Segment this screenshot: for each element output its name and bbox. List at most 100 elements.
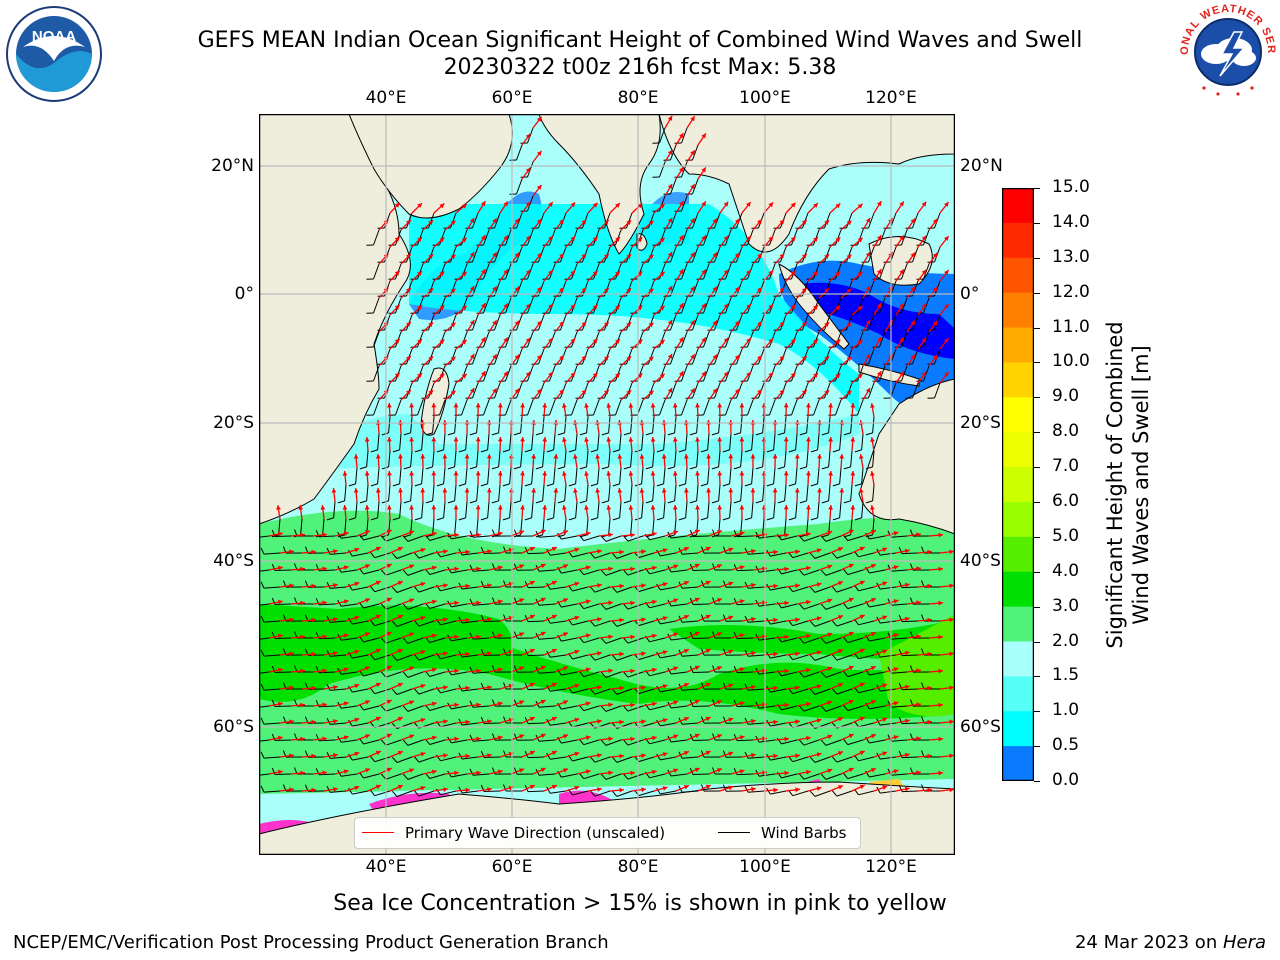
wind-barb [803, 705, 820, 712]
wave-arrowhead [465, 753, 470, 759]
wave-arrowhead [904, 786, 910, 792]
wind-barb [759, 739, 776, 743]
wave-arrowhead [540, 733, 546, 739]
wind-barb [472, 212, 479, 229]
wind-barb-feather [579, 432, 587, 436]
wave-arrowhead [431, 505, 437, 510]
wind-barb [531, 467, 534, 484]
wave-arrowhead [768, 270, 774, 276]
wave-arrowhead [899, 337, 904, 343]
wave-arrowhead [464, 454, 470, 459]
wind-barb [407, 739, 424, 746]
wind-barb [374, 756, 391, 763]
wind-barb-feather [612, 449, 620, 453]
wave-arrowhead [690, 286, 695, 292]
lon-tick-bottom-80e: 80°E [617, 857, 659, 877]
wave-arrowhead [701, 201, 706, 207]
wind-barb [462, 756, 479, 760]
lat-tick-right-60s: 60°S [960, 717, 1001, 737]
wave-arrowhead [300, 532, 305, 538]
wind-barb [847, 773, 864, 780]
wind-barb [608, 450, 611, 467]
wind-barb [748, 586, 765, 589]
wave-arrowhead [806, 769, 811, 775]
wave-arrowhead [679, 303, 684, 309]
wave-arrowhead [475, 505, 481, 510]
wave-arrowhead [397, 784, 403, 790]
wind-barb [597, 467, 600, 484]
wind-barb [681, 654, 699, 657]
colorbar-tick [1034, 501, 1040, 503]
wind-barb-feather [546, 449, 554, 453]
wind-barb [505, 399, 512, 416]
wave-arrowhead [409, 598, 415, 603]
wind-barb-feather [579, 670, 585, 678]
wave-arrowhead [673, 700, 679, 705]
wind-barb [652, 450, 655, 467]
wave-arrowhead [790, 338, 796, 344]
wind-barb [627, 773, 644, 780]
wind-barb [443, 501, 446, 518]
wind-barb [616, 756, 633, 763]
wave-arrowhead [439, 373, 445, 379]
wind-barb-feather [391, 552, 398, 559]
colorbar-segment [1002, 606, 1034, 642]
wave-arrowhead [298, 505, 304, 510]
wind-barb [770, 688, 787, 693]
wind-barb-feather [546, 582, 551, 590]
wind-barb-feather [380, 569, 387, 576]
wind-barb [670, 178, 677, 195]
wave-arrowhead [417, 271, 422, 276]
wind-barb [385, 739, 402, 746]
wind-barb [880, 654, 897, 658]
wave-arrowhead [662, 786, 668, 791]
wind-barb [740, 416, 743, 433]
wave-arrowhead [684, 488, 689, 493]
wind-barb [649, 569, 666, 575]
wind-barb-feather [832, 620, 838, 627]
wave-arrowhead [354, 751, 360, 757]
wave-arrowhead [717, 632, 722, 637]
wind-barb [318, 535, 336, 538]
wind-barb-feather [700, 517, 708, 521]
wind-barb [483, 331, 490, 348]
wind-barb [472, 603, 490, 606]
wind-barb [395, 399, 402, 416]
wind-barb [748, 722, 765, 725]
wave-arrowhead [927, 617, 932, 623]
wind-barb-feather [733, 563, 738, 571]
wave-arrowhead [768, 338, 774, 344]
wave-arrowhead [783, 505, 789, 510]
wave-arrowhead [949, 753, 954, 759]
wave-arrowhead [893, 701, 899, 706]
colorbar-tick [1034, 571, 1040, 573]
wind-barb-feather [402, 705, 409, 712]
wind-barb [352, 620, 369, 625]
wave-arrowhead [615, 237, 620, 242]
wave-arrowhead [525, 133, 531, 139]
wind-barb [583, 773, 600, 780]
wind-barb [671, 671, 688, 675]
wind-barb [597, 501, 600, 518]
wind-barb [564, 484, 567, 501]
wave-arrowhead [529, 580, 535, 586]
wave-arrowhead [311, 583, 316, 589]
wave-arrowhead [487, 651, 492, 656]
wind-barb [703, 229, 710, 246]
wave-arrowhead [406, 220, 411, 225]
wave-arrowhead [417, 237, 422, 242]
wind-barb-feather [524, 483, 532, 487]
wind-barb [707, 433, 710, 450]
wind-barb [671, 773, 688, 777]
wind-barb [410, 484, 413, 501]
wind-barb-feather [755, 432, 763, 436]
wave-arrowhead [584, 471, 589, 476]
wind-barb-feather [337, 534, 345, 538]
wave-arrowhead [386, 563, 392, 569]
wind-barb [505, 297, 512, 314]
wind-barb [388, 416, 391, 433]
wind-barb [659, 229, 666, 246]
wave-arrowhead [574, 785, 580, 791]
wave-arrowhead [728, 454, 734, 459]
wave-arrowhead [409, 564, 415, 569]
